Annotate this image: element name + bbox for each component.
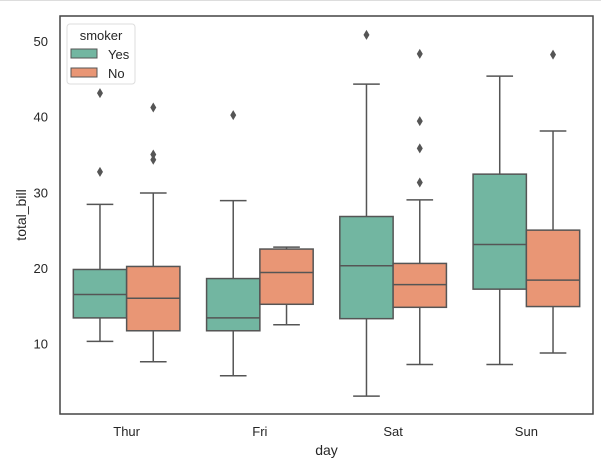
- outlier-point: [96, 88, 103, 99]
- legend-label: Yes: [108, 47, 130, 62]
- x-tick-label: Sun: [515, 424, 538, 439]
- y-axis-label: total_bill: [13, 189, 29, 240]
- x-tick-label: Thur: [113, 424, 140, 439]
- outlier-point: [550, 49, 557, 60]
- y-tick-label: 20: [34, 261, 48, 276]
- outlier-point: [230, 110, 237, 121]
- box-yes-sun: [472, 173, 528, 290]
- x-tick-label: Sat: [383, 424, 403, 439]
- legend-title: smoker: [80, 28, 123, 43]
- outlier-point: [416, 116, 423, 127]
- box-no-sun: [525, 229, 581, 308]
- y-tick-label: 50: [34, 34, 48, 49]
- outlier-point: [363, 29, 370, 40]
- axes-frame: [59, 15, 594, 415]
- y-tick-label: 40: [34, 110, 48, 125]
- box-no-fri: [259, 248, 314, 306]
- outlier-point: [416, 48, 423, 59]
- box-yes-thur: [72, 268, 128, 319]
- outlier-point: [150, 154, 157, 165]
- legend-label: No: [108, 66, 125, 81]
- x-axis-label: day: [315, 442, 338, 458]
- outlier-point: [96, 166, 103, 177]
- box-yes-fri: [205, 277, 261, 332]
- box-yes-sat: [339, 215, 394, 320]
- legend-swatch: [70, 67, 98, 78]
- box-no-sat: [392, 262, 448, 309]
- outlier-point: [416, 143, 423, 154]
- outlier-point: [150, 149, 157, 160]
- outlier-point: [150, 102, 157, 113]
- y-tick-label: 30: [34, 185, 48, 200]
- x-tick-label: Fri: [252, 424, 267, 439]
- y-tick-label: 10: [34, 337, 48, 352]
- legend-swatch: [70, 48, 98, 59]
- outlier-point: [416, 177, 423, 188]
